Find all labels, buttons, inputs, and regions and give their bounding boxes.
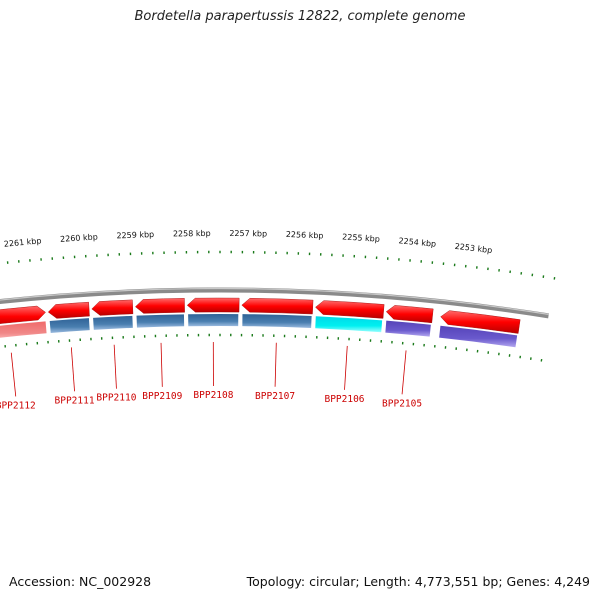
gene-label: BPP2107 <box>255 391 295 402</box>
gene-labels: BPP2105 BPP2106 BPP2107 BPP2108 BPP2109 BPP21… <box>0 342 422 411</box>
map-title: Bordetella parapertussis 12822, complete… <box>134 9 466 24</box>
leader-line <box>10 352 17 397</box>
cds-bar-bpp2110 <box>93 315 133 330</box>
cds-track <box>0 314 518 348</box>
gene-label: BPP2108 <box>193 390 233 401</box>
gene-arrow-bpp2109 <box>135 298 185 314</box>
gene-arrow <box>440 310 521 334</box>
cds-bar-bpp2107 <box>242 314 312 329</box>
accession-label: Accession: NC_002928 <box>9 574 152 589</box>
leader-line <box>160 342 163 387</box>
leader-line <box>70 347 75 392</box>
backbone-arc <box>0 287 549 319</box>
leader-line <box>113 344 117 389</box>
gene-track <box>0 297 521 334</box>
tick-label: 2260 kbp <box>60 232 98 243</box>
gene-arrow-bpp2105 <box>386 305 434 324</box>
cds-bar <box>439 325 518 348</box>
gene-arrow-bpp2106 <box>315 300 385 319</box>
kbp-ruler: 2253 kbp 2254 kbp 2255 kbp 2256 kbp 2257 kbp… <box>3 229 556 362</box>
gene-label: BPP2106 <box>324 394 364 405</box>
leader-line <box>401 350 407 395</box>
gene-arrow-bpp2107 <box>241 298 314 315</box>
tick-label: 2259 kbp <box>116 230 154 240</box>
cds-bar-bpp2105 <box>385 320 431 337</box>
leader-line <box>274 342 277 387</box>
tick-label: 2256 kbp <box>286 230 324 240</box>
backbone <box>0 287 549 319</box>
gene-label: BPP2109 <box>142 391 182 402</box>
cds-bar-bpp2108 <box>188 314 239 327</box>
cds-bar-bpp2112 <box>0 321 47 338</box>
cds-bar-bpp2106 <box>315 316 383 333</box>
tick-label: 2257 kbp <box>229 229 267 238</box>
topology-label: Topology: circular; Length: 4,773,551 bp… <box>246 574 590 589</box>
tick-label: 2254 kbp <box>398 236 436 248</box>
gene-arrow-bpp2110 <box>91 299 134 316</box>
leader-line <box>344 345 348 390</box>
gene-arrow-bpp2108 <box>186 297 240 313</box>
gene-label: BPP2105 <box>382 398 422 409</box>
tick-label: 2253 kbp <box>454 242 492 255</box>
gene-arrow-bpp2111 <box>47 301 90 319</box>
backbone-highlight <box>0 287 549 315</box>
gene-label: BPP2111 <box>55 395 95 406</box>
cds-bar-bpp2111 <box>49 318 90 333</box>
gene-label: BPP2112 <box>0 400 36 411</box>
tick-label: 2258 kbp <box>173 229 211 238</box>
tick-label: 2261 kbp <box>3 236 41 248</box>
tick-label: 2255 kbp <box>342 232 380 243</box>
gene-label: BPP2110 <box>96 393 136 404</box>
cds-bar-bpp2109 <box>136 314 185 328</box>
gene-arrow-bpp2112 <box>0 305 46 324</box>
